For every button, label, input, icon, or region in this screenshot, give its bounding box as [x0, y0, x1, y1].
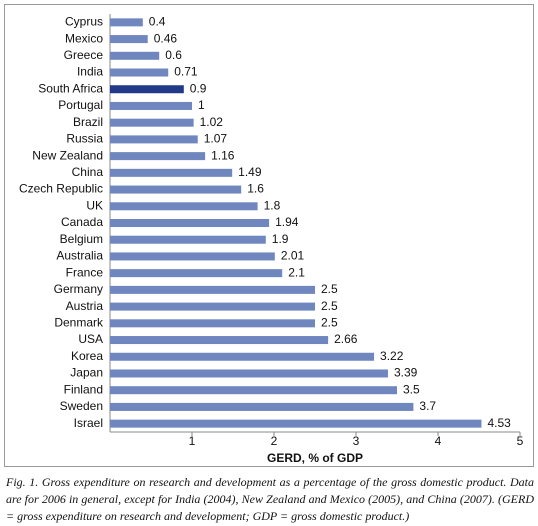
x-tick-label: 5 — [517, 434, 524, 448]
value-label: 0.46 — [154, 31, 178, 45]
bar — [110, 302, 315, 311]
bar — [110, 68, 169, 77]
bar — [110, 336, 329, 345]
y-tick-label: Sweden — [60, 399, 103, 413]
y-tick-label: Australia — [56, 249, 103, 263]
value-label: 3.22 — [380, 349, 404, 363]
value-label: 0.4 — [149, 15, 166, 29]
bar — [110, 118, 194, 127]
y-tick-label: Denmark — [54, 315, 104, 329]
bar — [110, 35, 148, 44]
value-label: 1.02 — [200, 115, 224, 129]
bar — [110, 419, 482, 428]
value-label: 2.1 — [288, 265, 305, 279]
value-label: 2.5 — [321, 282, 338, 296]
y-tick-label: India — [77, 65, 103, 79]
value-label: 0.6 — [165, 48, 182, 62]
value-label: 3.7 — [419, 399, 436, 413]
y-tick-label: Russia — [66, 132, 103, 146]
value-label: 1.94 — [275, 215, 299, 229]
bar — [110, 101, 192, 110]
value-label: 0.71 — [174, 65, 198, 79]
value-label: 1.07 — [204, 132, 228, 146]
value-label: 2.5 — [321, 315, 338, 329]
bar — [110, 135, 198, 144]
value-label: 2.5 — [321, 299, 338, 313]
value-label: 3.39 — [394, 366, 418, 380]
bar — [110, 18, 143, 27]
value-label: 1 — [198, 98, 205, 112]
y-tick-label: Belgium — [60, 232, 103, 246]
bar — [110, 235, 266, 244]
value-label: 3.5 — [403, 382, 420, 396]
value-label: 0.9 — [190, 81, 207, 95]
y-tick-label: Canada — [61, 215, 103, 229]
y-tick-label: China — [72, 165, 104, 179]
bar — [110, 85, 184, 94]
bar — [110, 369, 388, 378]
bar — [110, 285, 315, 294]
y-tick-label: UK — [86, 198, 103, 212]
y-tick-label: France — [66, 265, 104, 279]
value-label: 1.9 — [272, 232, 289, 246]
y-tick-label: South Africa — [38, 81, 103, 95]
x-tick-label: 2 — [271, 434, 278, 448]
value-label: 1.16 — [211, 148, 235, 162]
y-tick-label: Brazil — [73, 115, 103, 129]
bar — [110, 319, 315, 328]
bar — [110, 402, 414, 411]
value-label: 1.8 — [264, 198, 281, 212]
bar — [110, 252, 275, 261]
x-axis-label: GERD, % of GDP — [267, 451, 363, 465]
bar — [110, 168, 233, 177]
x-tick-label: 1 — [189, 434, 196, 448]
value-label: 2.01 — [281, 249, 305, 263]
y-tick-label: Israel — [74, 416, 103, 430]
y-tick-label: Mexico — [65, 31, 103, 45]
value-label: 1.49 — [238, 165, 262, 179]
chart: GERD, % of GDP 1 2 3 4 5 Cyprus 0.4 Mexico 0.46 G… — [4, 4, 534, 467]
value-label: 4.53 — [487, 416, 511, 430]
bar — [110, 51, 160, 60]
bar — [110, 185, 242, 194]
y-tick-label: Japan — [70, 366, 103, 380]
bar — [110, 352, 375, 361]
y-tick-label: Germany — [54, 282, 103, 296]
bar — [110, 202, 258, 211]
y-tick-label: Finland — [64, 382, 103, 396]
value-label: 2.66 — [334, 332, 358, 346]
chart-frame — [4, 4, 534, 467]
y-tick-label: Czech Republic — [19, 182, 103, 196]
x-tick-label: 3 — [353, 434, 360, 448]
bar — [110, 386, 397, 395]
bar — [110, 152, 206, 161]
y-tick-label: Greece — [64, 48, 104, 62]
y-tick-label: Korea — [71, 349, 103, 363]
y-tick-label: Austria — [66, 299, 104, 313]
value-label: 1.6 — [247, 182, 264, 196]
caption: Fig. 1. Gross expenditure on research an… — [6, 475, 534, 523]
x-tick-label: 4 — [435, 434, 442, 448]
y-tick-label: New Zealand — [32, 148, 103, 162]
bar — [110, 269, 283, 278]
y-tick-label: USA — [78, 332, 103, 346]
y-tick-label: Portugal — [58, 98, 103, 112]
bar — [110, 219, 270, 227]
y-tick-label: Cyprus — [65, 15, 103, 29]
